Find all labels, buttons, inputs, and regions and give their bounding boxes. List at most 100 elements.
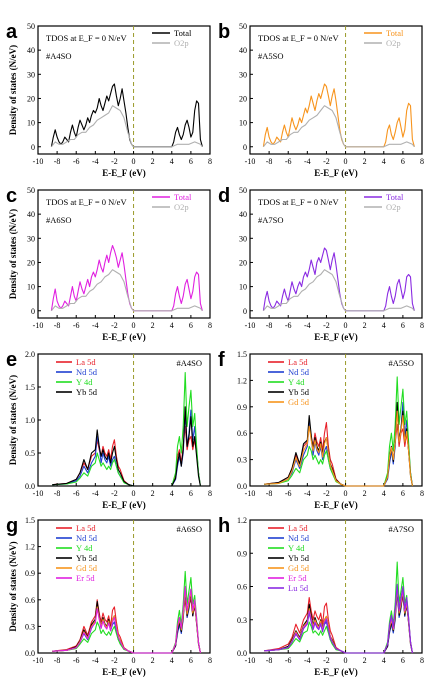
legend-label: Total bbox=[174, 28, 192, 38]
legend-label: Y 4d bbox=[288, 543, 305, 553]
x-tick-label: -10 bbox=[33, 321, 44, 330]
x-tick-label: -8 bbox=[266, 157, 273, 166]
x-tick-label: -10 bbox=[245, 656, 256, 665]
panel-c: c -10 -8 -6 -4 -2 0 2 4 6 8 0 10 20 30 40 50 E-E_F (eV) De… bbox=[6, 185, 212, 342]
panel-label: a bbox=[6, 21, 18, 43]
sample-tag: #A6SO bbox=[176, 524, 202, 534]
panel-label: d bbox=[218, 185, 230, 207]
y-tick-label: 2.0 bbox=[25, 350, 35, 359]
series-line-o2p bbox=[262, 269, 415, 312]
y-tick-label: 1.2 bbox=[237, 376, 247, 385]
x-tick-label: -10 bbox=[33, 656, 44, 665]
panel-d: d -10 -8 -6 -4 -2 0 2 4 6 8 0 10 20 30 40 50 E-E_F (eV) To… bbox=[218, 185, 424, 342]
plot-frame bbox=[37, 519, 211, 654]
series-line-la-5d bbox=[52, 426, 201, 487]
sample-tag: #A6SO bbox=[46, 215, 72, 225]
series-line-o2p bbox=[50, 269, 203, 312]
x-tick-label: 8 bbox=[208, 157, 212, 166]
y-tick-label: 0.9 bbox=[25, 569, 35, 578]
x-tick-label: -10 bbox=[33, 157, 44, 166]
legend-label: Er 5d bbox=[76, 573, 95, 583]
legend-label: Yb 5d bbox=[288, 553, 310, 563]
y-tick-label: 0.0 bbox=[25, 649, 35, 658]
series-line-nd-5d bbox=[52, 409, 201, 487]
series-line-lu-5d bbox=[264, 583, 413, 654]
x-tick-label: -6 bbox=[285, 656, 292, 665]
x-tick-label: -2 bbox=[323, 157, 330, 166]
legend-label: Total bbox=[386, 192, 404, 202]
y-tick-label: 10 bbox=[27, 283, 35, 292]
y-tick-label: 40 bbox=[27, 46, 35, 55]
legend-label: O2p bbox=[386, 38, 401, 48]
x-tick-label: 0 bbox=[344, 321, 348, 330]
x-tick-label: -10 bbox=[245, 489, 256, 498]
y-tick-label: 20 bbox=[239, 94, 247, 103]
panel-h: h -10 -8 -6 -4 -2 0 2 4 6 8 0.0 0.3 0.6 0.9 1.2 E-E_F (e… bbox=[218, 515, 424, 677]
x-tick-label: 8 bbox=[420, 157, 424, 166]
tdos-note: TDOS at E_F = 0 N/eV bbox=[258, 197, 339, 207]
x-tick-label: 6 bbox=[189, 656, 193, 665]
plot-frame bbox=[37, 25, 211, 155]
plot-frame bbox=[37, 189, 211, 319]
series-line-total bbox=[50, 83, 203, 148]
y-tick-label: 0 bbox=[243, 307, 247, 316]
sample-tag: #A5SO bbox=[388, 358, 414, 368]
x-tick-label: 2 bbox=[363, 321, 367, 330]
x-axis-label: E-E_F (eV) bbox=[102, 168, 145, 178]
x-tick-label: 2 bbox=[151, 321, 155, 330]
x-tick-label: -10 bbox=[33, 489, 44, 498]
x-tick-label: -2 bbox=[323, 489, 330, 498]
y-tick-label: 50 bbox=[239, 186, 247, 195]
y-tick-label: 1.5 bbox=[237, 350, 247, 359]
y-tick-label: 1.0 bbox=[25, 416, 35, 425]
x-tick-label: 2 bbox=[363, 656, 367, 665]
tdos-note: TDOS at E_F = 0 N/eV bbox=[258, 33, 339, 43]
y-tick-label: 40 bbox=[27, 210, 35, 219]
x-tick-label: -6 bbox=[73, 321, 80, 330]
y-tick-label: 10 bbox=[239, 119, 247, 128]
y-tick-label: 0 bbox=[31, 307, 35, 316]
x-tick-label: 4 bbox=[382, 489, 386, 498]
x-tick-label: 2 bbox=[151, 656, 155, 665]
legend-label: La 5d bbox=[76, 357, 96, 367]
legend-label: Yb 5d bbox=[76, 553, 98, 563]
x-axis-label: E-E_F (eV) bbox=[314, 667, 357, 677]
x-tick-label: 2 bbox=[151, 489, 155, 498]
y-tick-label: 20 bbox=[27, 94, 35, 103]
x-tick-label: -2 bbox=[111, 656, 118, 665]
y-tick-label: 0.6 bbox=[25, 596, 35, 605]
x-tick-label: -6 bbox=[73, 656, 80, 665]
legend-label: Y 4d bbox=[76, 543, 93, 553]
x-tick-label: -4 bbox=[92, 489, 99, 498]
y-tick-label: 50 bbox=[239, 22, 247, 31]
tdos-note: TDOS at E_F = 0 N/eV bbox=[46, 33, 127, 43]
legend-label: O2p bbox=[174, 38, 189, 48]
x-tick-label: 0 bbox=[132, 321, 136, 330]
legend-label: Y 4d bbox=[288, 377, 305, 387]
x-tick-label: 0 bbox=[132, 489, 136, 498]
x-tick-label: 4 bbox=[170, 489, 174, 498]
legend-label: Nd 5d bbox=[288, 533, 310, 543]
y-tick-label: 0.9 bbox=[237, 549, 247, 558]
panel-b: b -10 -8 -6 -4 -2 0 2 4 6 8 0 10 20 30 40 50 E-E_F (eV) To… bbox=[218, 21, 424, 178]
x-tick-label: 4 bbox=[382, 157, 386, 166]
panel-e: e -10 -8 -6 -4 -2 0 2 4 6 8 0.0 0.5 1.0 1.5 2.0 E-E_F (e… bbox=[6, 349, 212, 510]
x-tick-label: -2 bbox=[111, 489, 118, 498]
y-tick-label: 10 bbox=[239, 283, 247, 292]
x-tick-label: -6 bbox=[73, 489, 80, 498]
legend-label: Nd 5d bbox=[288, 367, 310, 377]
x-tick-label: 8 bbox=[420, 489, 424, 498]
y-tick-label: 30 bbox=[239, 70, 247, 79]
y-tick-label: 20 bbox=[27, 258, 35, 267]
x-tick-label: 0 bbox=[132, 157, 136, 166]
x-tick-label: 8 bbox=[208, 656, 212, 665]
panel-f: f -10 -8 -6 -4 -2 0 2 4 6 8 0.0 0.3 0.6 0.9 1.2 1.5 E-E_F… bbox=[218, 349, 424, 510]
panel-label: f bbox=[218, 349, 225, 371]
legend-label: La 5d bbox=[76, 523, 96, 533]
x-tick-label: 4 bbox=[170, 656, 174, 665]
legend-label: Yb 5d bbox=[76, 387, 98, 397]
y-tick-label: 0.3 bbox=[25, 622, 35, 631]
x-tick-label: -8 bbox=[54, 656, 61, 665]
y-tick-label: 10 bbox=[27, 119, 35, 128]
